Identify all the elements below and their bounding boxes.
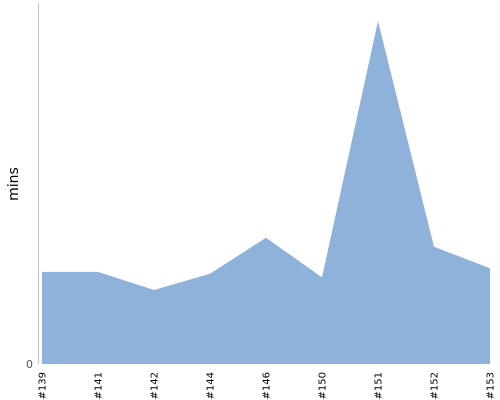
plot-area	[42, 21, 490, 364]
x-tick-label: #142	[150, 372, 161, 399]
x-tick-label: #150	[318, 372, 329, 399]
x-tick-label: #146	[262, 372, 273, 399]
x-tick-labels: #139 #141 #142 #144 #146 #150 #151 #152 #153	[38, 372, 497, 399]
x-tick-label: #144	[206, 372, 217, 399]
area-series	[42, 21, 490, 364]
y-tick-labels: 0	[26, 358, 33, 371]
x-tick-label: #139	[38, 372, 49, 399]
x-tick-label: #152	[430, 372, 441, 399]
y-axis-label: mins	[6, 167, 22, 201]
x-tick-label: #153	[486, 372, 497, 399]
x-tick-label: #151	[374, 372, 385, 399]
y-tick-label: 0	[26, 358, 33, 371]
x-tick-label: #141	[94, 372, 105, 399]
